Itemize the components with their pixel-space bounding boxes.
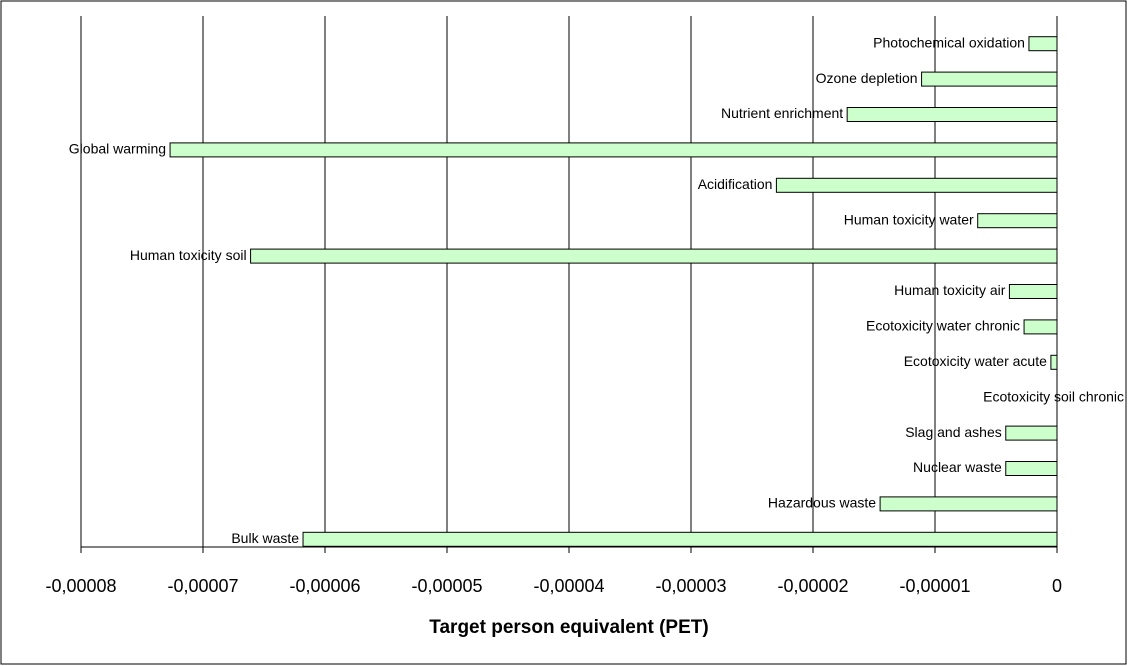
- bar: [1005, 461, 1058, 476]
- bar: [302, 531, 1058, 547]
- bar: [1008, 284, 1058, 299]
- bar-label: Global warming: [69, 141, 166, 157]
- bar: [775, 177, 1058, 193]
- x-tick-label: -0,00007: [167, 576, 238, 596]
- x-tick-label: -0,00003: [655, 576, 726, 596]
- x-tick-label: -0,00008: [45, 576, 116, 596]
- bar: [1028, 36, 1058, 52]
- bar-label: Slag and ashes: [905, 424, 1002, 440]
- bar: [846, 107, 1058, 122]
- bar: [250, 248, 1058, 264]
- x-tick-label: 0: [1052, 576, 1062, 596]
- x-tick-label: -0,00006: [289, 576, 360, 596]
- x-tick-label: -0,00005: [411, 576, 482, 596]
- bar: [1050, 354, 1058, 370]
- bar-label: Photochemical oxidation: [873, 34, 1025, 50]
- bar-label: Nutrient enrichment: [721, 105, 843, 121]
- bar-label: Ecotoxicity water chronic: [866, 318, 1020, 334]
- x-tick-label: -0,00001: [899, 576, 970, 596]
- x-axis-title: Target person equivalent (PET): [429, 617, 708, 638]
- bar-label: Human toxicity air: [894, 282, 1006, 298]
- bar: [921, 71, 1058, 87]
- bar-label: Ecotoxicity water acute: [904, 353, 1047, 369]
- bar-label: Hazardous waste: [768, 495, 876, 511]
- bar-label: Nuclear waste: [913, 459, 1002, 475]
- bar-label: Human toxicity water: [844, 211, 974, 227]
- bar-label: Ozone depletion: [816, 70, 918, 86]
- bar-label: Bulk waste: [231, 530, 299, 546]
- bar: [1023, 319, 1058, 335]
- bar-label: Acidification: [698, 176, 773, 192]
- bar: [1005, 425, 1058, 441]
- bar: [169, 142, 1058, 158]
- x-tick-label: -0,00004: [533, 576, 604, 596]
- x-tick-label: -0,00002: [777, 576, 848, 596]
- bar: [977, 213, 1058, 229]
- bar-label: Human toxicity soil: [130, 247, 247, 263]
- bar: [879, 496, 1058, 512]
- bar-label: Ecotoxicity soil chronic: [983, 388, 1124, 404]
